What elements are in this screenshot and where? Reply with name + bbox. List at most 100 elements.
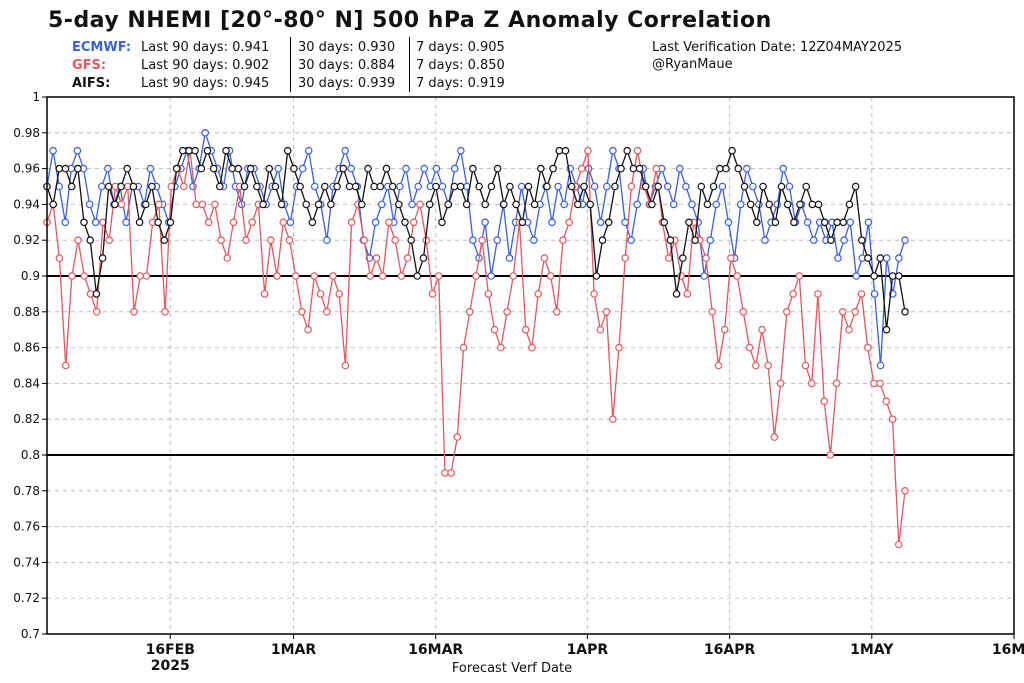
- data-point: [752, 218, 761, 227]
- y-tick-label: 0.98: [13, 126, 40, 140]
- data-point: [894, 272, 903, 280]
- x-axis-label: Forecast Verf Date: [452, 661, 572, 676]
- data-point: [703, 200, 712, 209]
- data-point: [74, 164, 82, 173]
- model-label: GFS:: [72, 58, 107, 73]
- data-point: [543, 182, 551, 191]
- stat-last-90-days: Last 90 days: 0.945: [141, 76, 270, 91]
- data-point: [549, 164, 557, 173]
- data-point: [901, 236, 909, 245]
- data-point: [827, 236, 835, 245]
- data-point: [341, 146, 350, 155]
- data-point: [697, 182, 706, 191]
- data-point: [857, 236, 866, 245]
- data-point: [402, 164, 410, 173]
- data-point: [456, 146, 465, 155]
- data-point: [682, 182, 690, 191]
- data-point: [777, 182, 786, 191]
- data-point: [590, 290, 598, 298]
- data-point: [129, 182, 138, 191]
- data-point: [105, 236, 114, 245]
- y-tick-label: 0.84: [13, 376, 40, 390]
- data-point: [420, 164, 429, 173]
- data-point: [517, 182, 526, 191]
- data-point: [584, 146, 592, 155]
- data-point: [425, 200, 434, 209]
- data-point: [560, 200, 569, 209]
- data-point: [253, 182, 261, 191]
- data-point: [509, 272, 518, 280]
- data-point: [329, 272, 337, 280]
- data-point: [201, 129, 210, 137]
- data-point: [67, 182, 76, 191]
- data-point: [385, 218, 393, 227]
- data-point: [376, 182, 385, 191]
- data-point: [528, 343, 536, 352]
- data-point: [222, 146, 230, 155]
- stat-last-30-days: 30 days: 0.939: [298, 76, 396, 91]
- x-tick-label: 16MA: [992, 642, 1024, 658]
- data-point: [608, 415, 617, 424]
- data-point: [666, 236, 675, 245]
- data-point: [801, 361, 810, 370]
- data-point: [122, 218, 130, 227]
- data-point: [826, 451, 835, 459]
- data-point: [635, 164, 644, 173]
- data-point: [876, 379, 884, 388]
- data-point: [55, 254, 64, 262]
- y-tick-label: 0.88: [13, 305, 40, 319]
- data-point: [648, 200, 656, 209]
- data-point: [554, 182, 562, 191]
- data-point: [611, 182, 619, 191]
- data-point: [345, 182, 354, 191]
- series-ecmwf: [43, 129, 909, 370]
- data-point: [74, 236, 82, 245]
- data-point: [863, 343, 872, 352]
- stat-divider: [409, 55, 410, 74]
- data-point: [728, 146, 736, 155]
- stat-divider: [409, 37, 410, 56]
- data-point: [85, 200, 94, 209]
- data-point: [706, 236, 715, 245]
- data-point: [481, 218, 489, 227]
- y-tick-label: 0.78: [13, 484, 40, 498]
- x-tick-label: 1MAY: [850, 642, 894, 658]
- stat-last-90-days: Last 90 days: 0.902: [141, 58, 270, 73]
- data-point: [796, 200, 804, 209]
- data-point: [240, 182, 249, 191]
- data-point: [882, 254, 891, 262]
- data-point: [475, 182, 483, 191]
- data-point: [521, 325, 530, 334]
- data-point: [91, 218, 100, 227]
- data-point: [518, 218, 527, 227]
- data-point: [142, 272, 151, 280]
- data-point: [833, 218, 841, 227]
- data-point: [602, 307, 611, 316]
- data-point: [310, 272, 319, 280]
- data-point: [323, 236, 331, 245]
- data-point: [438, 182, 447, 191]
- y-tick-label: 0.76: [13, 520, 40, 534]
- author-handle: @RyanMaue: [652, 57, 733, 72]
- data-point: [734, 164, 743, 173]
- data-point: [204, 218, 213, 227]
- data-point: [882, 325, 891, 334]
- stat-last-30-days: 30 days: 0.930: [298, 40, 396, 55]
- data-point: [901, 307, 909, 316]
- data-point: [335, 290, 344, 298]
- data-point: [347, 218, 356, 227]
- data-point: [490, 325, 499, 334]
- data-point: [493, 236, 502, 245]
- y-tick-label: 0.82: [13, 412, 40, 426]
- data-point: [298, 164, 307, 173]
- data-point: [360, 236, 368, 245]
- data-point: [49, 146, 57, 155]
- data-point: [870, 379, 878, 388]
- data-point: [749, 182, 757, 191]
- data-point: [700, 272, 709, 280]
- data-point: [286, 218, 295, 227]
- data-point: [310, 182, 319, 191]
- data-point: [80, 218, 88, 227]
- data-point: [530, 200, 539, 209]
- data-point: [505, 254, 514, 262]
